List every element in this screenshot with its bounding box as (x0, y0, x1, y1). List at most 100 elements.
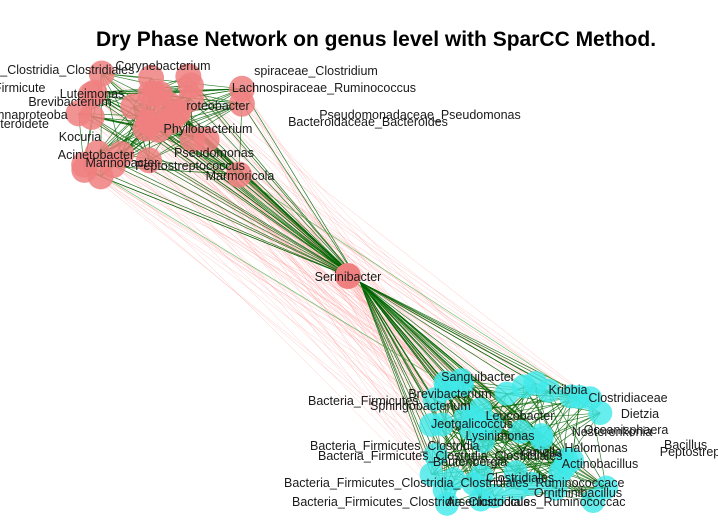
negative-edge (90, 94, 573, 461)
node-label-cluster-a: Brevibacterium (28, 95, 111, 109)
positive-edge (359, 281, 507, 394)
negative-edge (145, 128, 466, 419)
node-cluster-b (543, 476, 568, 501)
positive-edge (359, 281, 525, 387)
positive-edge (133, 106, 581, 398)
positive-edge (148, 159, 359, 281)
positive-edge (241, 88, 359, 281)
positive-edge (359, 281, 482, 426)
node-label-cluster-b: Jeotgalicoccus (431, 417, 513, 431)
positive-edge (97, 152, 359, 281)
node-cluster-a (138, 64, 165, 91)
node-label-cluster-b: Actinobacillus (562, 457, 638, 471)
positive-edge (359, 281, 447, 389)
node-label-cluster-b: Sanguibacter (441, 370, 515, 384)
negative-edge (97, 152, 448, 504)
node-cluster-a (81, 79, 108, 106)
node-label-cluster-b: Sphingobacterium (370, 399, 471, 413)
node-cluster-b (554, 447, 579, 472)
node-cluster-b (503, 460, 528, 485)
node-cluster-a (135, 147, 162, 174)
node-label-cluster-a: Acinetobacter (58, 148, 134, 162)
node-label-cluster-a: Firmicute (0, 81, 45, 95)
node-label-cluster-a: Pseudomonas (174, 146, 254, 160)
node-label-cluster-b: Bacteria_Firmicutes (308, 394, 418, 408)
node-label-cluster-b: Bacillus (664, 438, 707, 452)
node-label-cluster-b: Beutenbergia (433, 455, 507, 469)
positive-edge (84, 164, 359, 281)
node-cluster-b (423, 443, 448, 468)
positive-edge (101, 73, 243, 105)
cluster-a-nodes (65, 60, 256, 190)
hub-node-group (335, 263, 361, 289)
negative-edge (192, 139, 436, 456)
node-label-cluster-a: Pseudomonadaceae_Pseudomonas (319, 108, 521, 122)
node-label-cluster-a: Marmoricola (206, 169, 275, 183)
negative-edge (190, 98, 572, 397)
node-cluster-b (594, 475, 619, 500)
node-label-cluster-a: Phyllobacterium (164, 122, 253, 136)
node-label-cluster-a: s_Clostridia_Clostridiales (0, 63, 134, 77)
hub-node (335, 263, 361, 289)
positive-edge (188, 76, 359, 281)
node-cluster-a (138, 103, 165, 130)
node-label-cluster-a: cteroidete (0, 117, 49, 131)
positive-edge (435, 454, 516, 473)
node-cluster-a (226, 161, 253, 188)
negative-edge (190, 85, 591, 399)
node-label-cluster-a: roteobacter (186, 99, 249, 113)
node-label-cluster-b: Peptostrep (660, 445, 718, 459)
node-cluster-a (65, 100, 92, 127)
positive-edge (359, 281, 492, 425)
node-label-cluster-a: spiraceae_Clostridium (254, 64, 378, 78)
negative-edge (112, 165, 463, 385)
node-cluster-b (568, 385, 593, 410)
node-label-cluster-a: Marinobacter (86, 156, 159, 170)
node-label-cluster-b: Lysinimonas (465, 429, 534, 443)
negative-edge (150, 116, 448, 504)
figure-title: Dry Phase Network on genus level with Sp… (95, 28, 657, 51)
node-cluster-a (99, 152, 126, 179)
positive-edge (523, 386, 594, 502)
node-label-cluster-a: Peptostreptococcus (135, 159, 245, 173)
positive-edge (359, 281, 463, 385)
node-cluster-b (529, 426, 554, 451)
negative-edge (148, 160, 472, 430)
positive-edge (148, 122, 359, 281)
positive-edge (190, 98, 359, 281)
node-label-cluster-b: Nesterenkonia (572, 425, 653, 439)
negative-edge (178, 111, 581, 398)
node-label-cluster-b: Bacteria_Firmicutes_Clostridia_Clostridi… (292, 495, 625, 509)
positive-edge (190, 85, 359, 281)
node-label-cluster-b: Clostridiaceae (588, 391, 667, 405)
node-label-cluster-a: mnaproteoba (0, 108, 68, 122)
node-cluster-b (482, 484, 507, 509)
positive-edge (206, 139, 359, 281)
negative-edge (112, 165, 446, 383)
node-label-cluster-a: Bacteroidaceae_Bacteroides (288, 115, 448, 129)
positive-edge (445, 382, 556, 489)
node-label-cluster-b: Ornithinibacillus (534, 486, 622, 500)
positive-edge (133, 106, 359, 281)
negative-edge (83, 164, 432, 426)
positive-edge (149, 93, 359, 281)
node-label-cluster-a: Lachnospiraceae_Ruminococcus (232, 81, 416, 95)
positive-edge (359, 281, 432, 475)
node-label-cluster-b: Leucobacter (486, 409, 555, 423)
node-cluster-b (461, 471, 486, 496)
positive-edge (101, 73, 243, 90)
node-cluster-a (71, 156, 98, 183)
positive-edge (359, 281, 462, 381)
node-cluster-b (494, 381, 519, 406)
node-label-cluster-b: Bacteria_Firmicutes_Clostridia (310, 439, 480, 453)
node-label-cluster-a: Corynebacterium (115, 59, 210, 73)
cluster-a-labels: Corynebacteriums_Clostridia_Clostridiale… (0, 59, 521, 183)
node-cluster-b (536, 378, 561, 403)
node-label-cluster-a: Luteimonas (60, 87, 125, 101)
positive-edge (121, 153, 359, 281)
node-label-cluster-b: Clostridiales (486, 471, 554, 485)
positive-edge (112, 164, 359, 281)
positive-edge (548, 390, 607, 488)
node-label-cluster-b: Yaniella (518, 445, 562, 459)
